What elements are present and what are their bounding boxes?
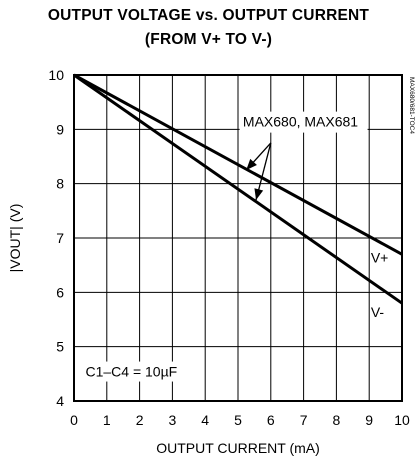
x-tick-label: 6: [267, 412, 275, 428]
x-tick-label: 3: [169, 412, 177, 428]
x-tick-label: 9: [365, 412, 373, 428]
arrowhead-vplus: [246, 158, 257, 171]
y-tick-label: 5: [56, 339, 64, 355]
cap-label: C1–C4 = 10µF: [85, 364, 177, 380]
y-tick-labels: 4 5 6 7 8 9 10: [48, 67, 64, 409]
x-tick-label: 4: [201, 412, 209, 428]
series-label-vplus: V+: [371, 249, 389, 265]
cap-label-background: [80, 361, 202, 382]
plot-frame: [73, 74, 403, 402]
arrowhead-vminus: [254, 188, 264, 200]
x-tick-label: 1: [103, 412, 111, 428]
x-tick-label: 10: [394, 412, 410, 428]
y-tick-label: 7: [56, 230, 64, 246]
y-tick-label: 8: [56, 176, 64, 192]
y-tick-label: 4: [56, 393, 64, 409]
x-tick-labels: 0 1 2 3 4 5 6 7 8 9 10: [70, 412, 410, 428]
y-tick-label: 10: [48, 67, 64, 83]
parts-label: MAX680, MAX681: [243, 114, 358, 130]
chart-subtitle: (FROM V+ TO V-): [144, 31, 273, 48]
y-axis-label: |VOUT| (V): [7, 204, 23, 273]
x-axis-label: OUTPUT CURRENT (mA): [156, 440, 320, 456]
chart-title: OUTPUT VOLTAGE vs. OUTPUT CURRENT: [47, 7, 370, 24]
x-tick-label: 8: [333, 412, 341, 428]
annotations: MAX680, MAX681 C1–C4 = 10µF: [80, 111, 368, 382]
y-tick-label: 9: [56, 121, 64, 137]
y-tick-label: 6: [56, 284, 64, 300]
x-tick-label: 5: [234, 412, 242, 428]
series-layer: V+ V-: [73, 73, 403, 320]
x-tick-label: 0: [70, 412, 78, 428]
figure-code: MAX680/681-TOC4: [408, 77, 415, 134]
x-tick-label: 7: [300, 412, 308, 428]
series-label-vminus: V-: [371, 304, 385, 320]
series-line-vminus: [73, 73, 403, 305]
x-tick-label: 2: [136, 412, 144, 428]
parts-label-background: [239, 111, 368, 133]
series-line-vplus: [73, 73, 403, 256]
